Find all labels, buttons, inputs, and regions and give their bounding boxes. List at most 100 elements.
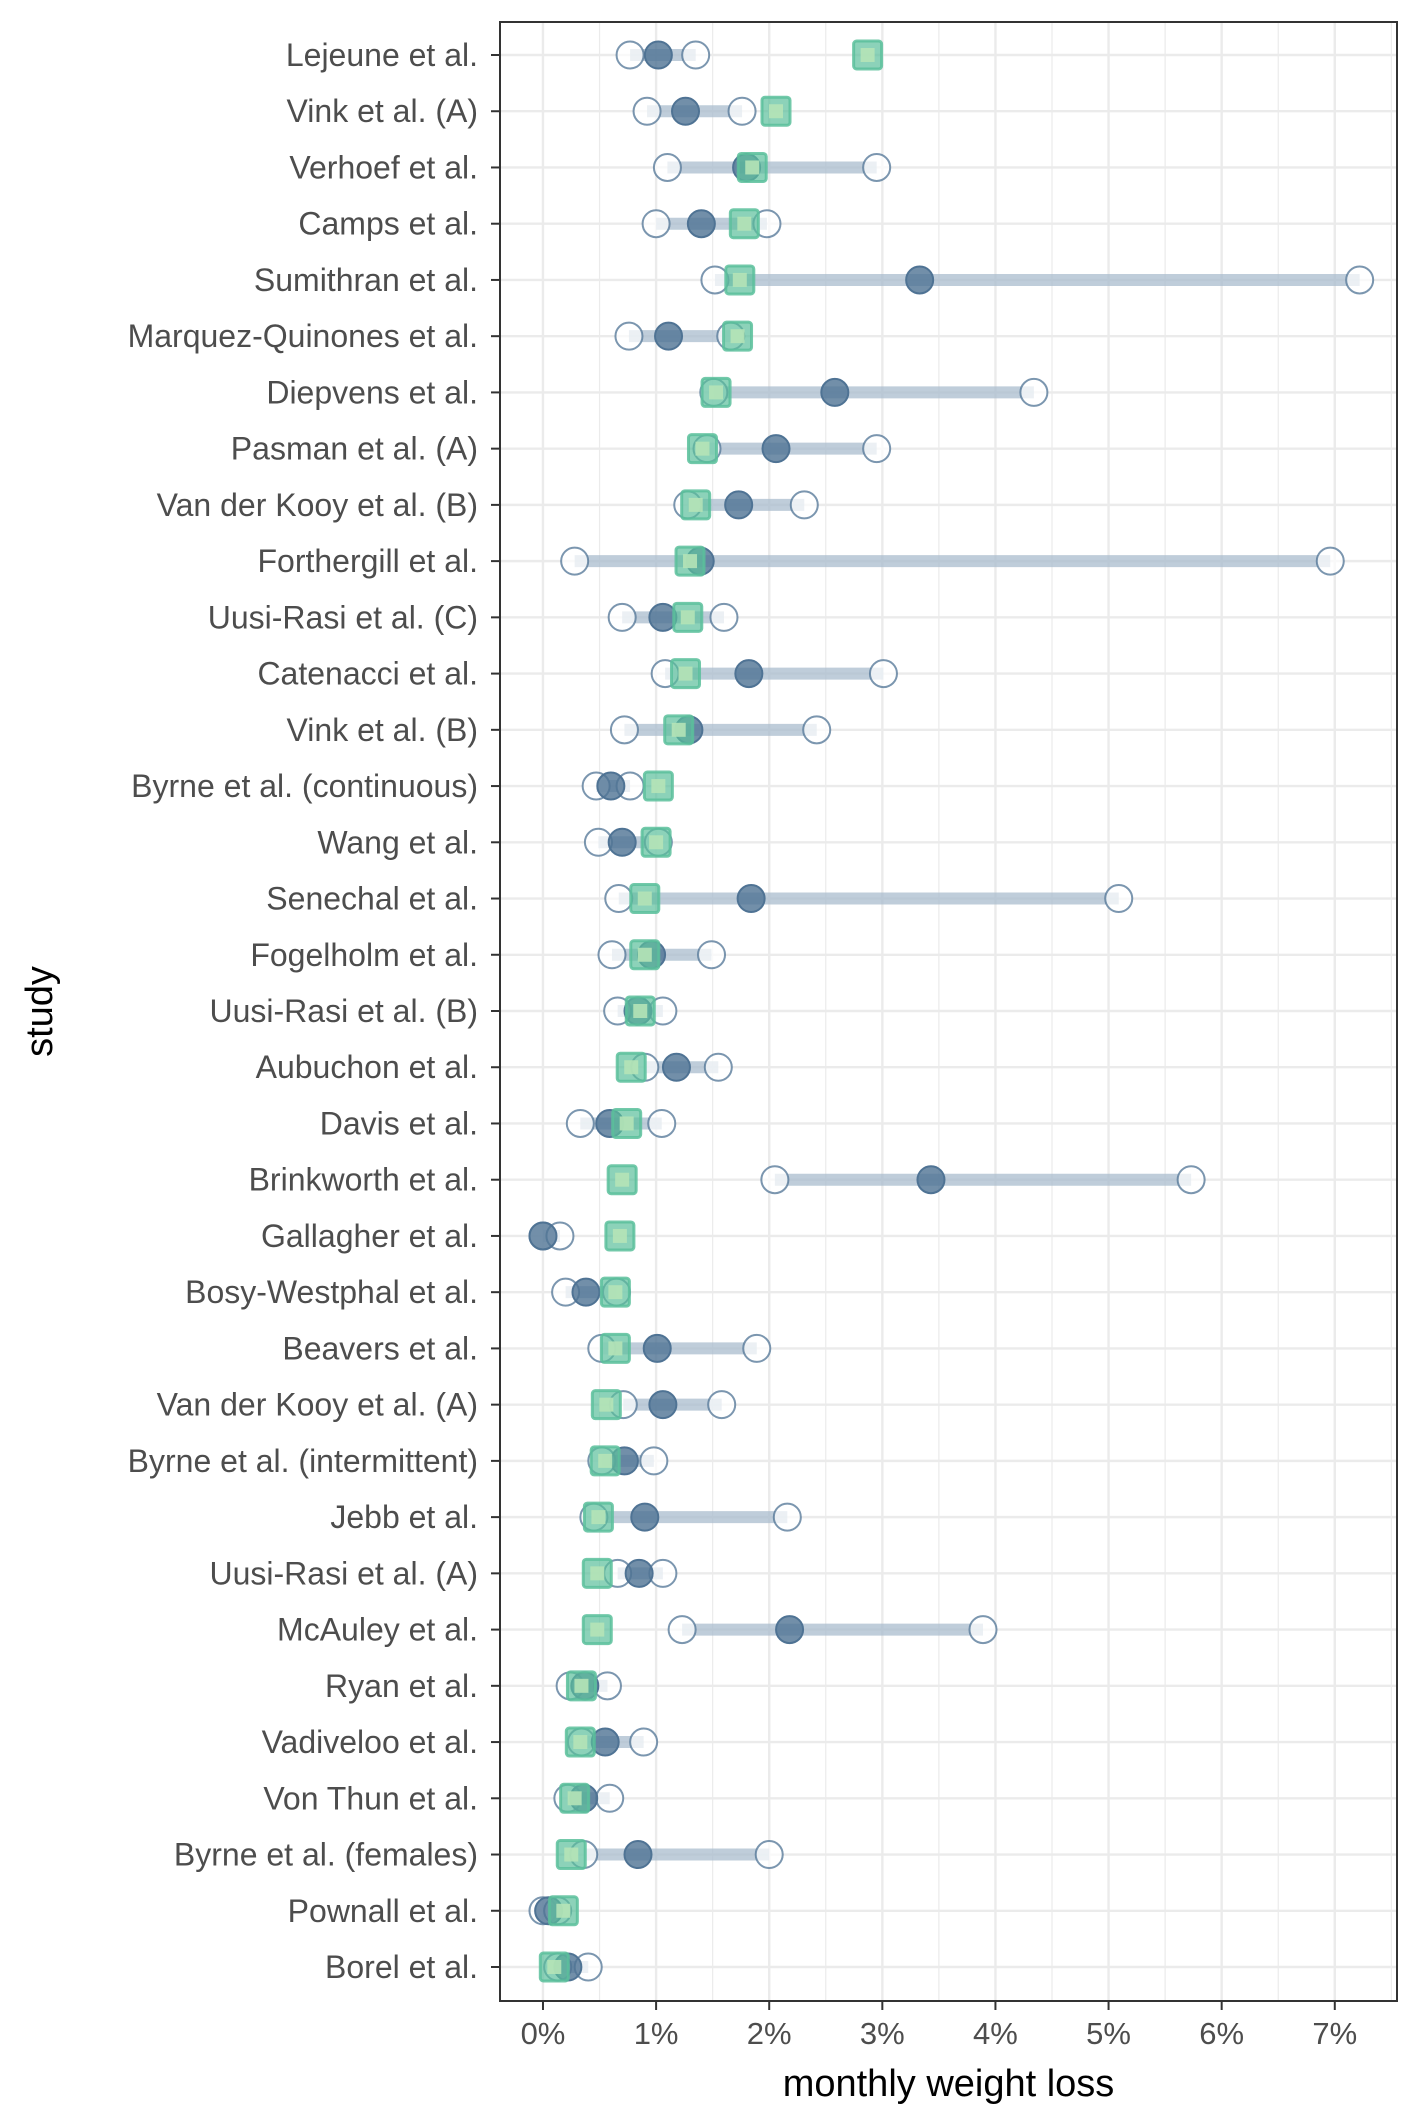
study-labels: Lejeune et al. Vink et al. (A) Verhoef et … xyxy=(128,37,500,1985)
x-tick-label: 6% xyxy=(1199,2016,1244,2051)
range-end-circle xyxy=(707,1390,737,1420)
mean-point xyxy=(734,659,764,689)
range-end-circle xyxy=(760,1165,790,1195)
study-label: Lejeune et al. xyxy=(286,37,478,73)
data-points xyxy=(528,39,1375,1983)
study-label: Pasman et al. (A) xyxy=(231,431,478,467)
x-axis-ticks: 0% 1% 2% 3% 4% 5% 6% 7% xyxy=(521,2001,1357,2051)
range-end-circle xyxy=(681,40,711,70)
estimate-square-center xyxy=(680,610,695,625)
range-end-circle xyxy=(632,96,662,126)
study-label: Van der Kooy et al. (B) xyxy=(157,487,478,523)
estimate-square-center xyxy=(615,1172,630,1187)
range-end-circle xyxy=(697,940,727,970)
estimate-square-center xyxy=(730,329,745,344)
x-tick-label: 5% xyxy=(1086,2016,1131,2051)
mean-point xyxy=(686,209,716,239)
range-end-circle xyxy=(604,884,634,914)
study-label: Uusi-Rasi et al. (A) xyxy=(210,1555,479,1591)
mean-point xyxy=(775,1615,805,1645)
estimate-square-center xyxy=(619,1116,634,1131)
mean-point xyxy=(905,265,935,295)
estimate-square-center xyxy=(608,1341,623,1356)
mean-point xyxy=(916,1165,946,1195)
study-label: Forthergill et al. xyxy=(257,543,478,579)
range-end-circle xyxy=(802,715,832,745)
x-tick-label: 2% xyxy=(747,2016,792,2051)
range-end-circle xyxy=(709,602,739,632)
range-end-circle xyxy=(615,40,645,70)
estimate-square-center xyxy=(633,1004,648,1018)
study-label: McAuley et al. xyxy=(277,1612,478,1648)
range-end-circle xyxy=(742,1333,772,1363)
range-end-circle xyxy=(652,152,682,182)
estimate-square-center xyxy=(547,1960,562,1974)
estimate-square-center xyxy=(608,1285,623,1300)
study-label: Verhoef et al. xyxy=(289,149,478,185)
estimate-square-center xyxy=(651,779,666,794)
study-label: Aubuchon et al. xyxy=(256,1049,478,1085)
range-end-circle xyxy=(862,152,892,182)
mean-point xyxy=(643,40,673,70)
mean-point xyxy=(671,96,701,126)
study-label: Pownall et al. xyxy=(288,1893,478,1929)
x-axis-title: monthly weight loss xyxy=(783,2063,1115,2105)
mean-point xyxy=(528,1221,558,1251)
study-label: Uusi-Rasi et al. (C) xyxy=(208,599,478,635)
estimate-square-center xyxy=(769,104,783,119)
range-end-circle xyxy=(703,1052,733,1082)
estimate-square-center xyxy=(649,835,664,850)
mean-point xyxy=(571,1277,601,1307)
y-axis-title: study xyxy=(19,966,61,1057)
grid-lines xyxy=(500,22,1397,2001)
mean-point xyxy=(724,490,754,520)
study-label: Davis et al. xyxy=(320,1105,478,1141)
estimate-square-center xyxy=(860,48,875,62)
range-end-circle xyxy=(629,1727,659,1757)
study-label: Catenacci et al. xyxy=(257,656,478,692)
study-label: Camps et al. xyxy=(298,206,478,242)
study-label: Brinkworth et al. xyxy=(249,1162,478,1198)
range-end-circle xyxy=(560,546,590,576)
estimate-square-center xyxy=(573,1735,588,1750)
estimate-square-center xyxy=(671,722,686,737)
study-label: Vadiveloo et al. xyxy=(262,1724,478,1760)
study-label: Byrne et al. (females) xyxy=(174,1837,478,1873)
x-tick-label: 3% xyxy=(860,2016,905,2051)
range-end-circle xyxy=(968,1615,998,1645)
study-label: Von Thun et al. xyxy=(263,1780,478,1816)
estimate-square-center xyxy=(737,216,752,231)
estimate-square-center xyxy=(732,272,747,287)
x-tick-label: 0% xyxy=(521,2016,566,2051)
study-label: Jebb et al. xyxy=(330,1499,478,1535)
range-end-circle xyxy=(597,940,627,970)
range-end-circle xyxy=(639,1446,669,1476)
range-end-circle xyxy=(647,1108,677,1138)
estimate-square-center xyxy=(564,1847,579,1862)
range-end-circle xyxy=(862,434,892,464)
estimate-square-center xyxy=(574,1678,589,1693)
x-tick-label: 1% xyxy=(634,2016,679,2051)
range-end-circle xyxy=(1176,1165,1206,1195)
mean-point xyxy=(642,1333,672,1363)
estimate-square-center xyxy=(695,441,710,456)
estimate-square-center xyxy=(745,160,760,175)
range-end-circle xyxy=(1019,377,1049,407)
study-label: Sumithran et al. xyxy=(254,262,478,298)
study-label: Vink et al. (B) xyxy=(287,712,478,748)
range-end-circle xyxy=(1104,884,1134,914)
estimate-square-center xyxy=(709,385,724,400)
x-tick-label: 4% xyxy=(973,2016,1018,2051)
range-end-circle xyxy=(789,490,819,520)
study-label: Byrne et al. (intermittent) xyxy=(128,1443,478,1479)
study-label: Beavers et al. xyxy=(282,1330,478,1366)
study-label: Ryan et al. xyxy=(325,1668,478,1704)
study-label: Borel et al. xyxy=(325,1949,478,1985)
range-end-circle xyxy=(868,659,898,689)
estimate-square-center xyxy=(678,666,693,681)
range-end-circle xyxy=(641,209,671,239)
study-label: Fogelholm et al. xyxy=(250,937,478,973)
estimate-square-center xyxy=(624,1060,639,1075)
range-end-circle xyxy=(565,1108,595,1138)
